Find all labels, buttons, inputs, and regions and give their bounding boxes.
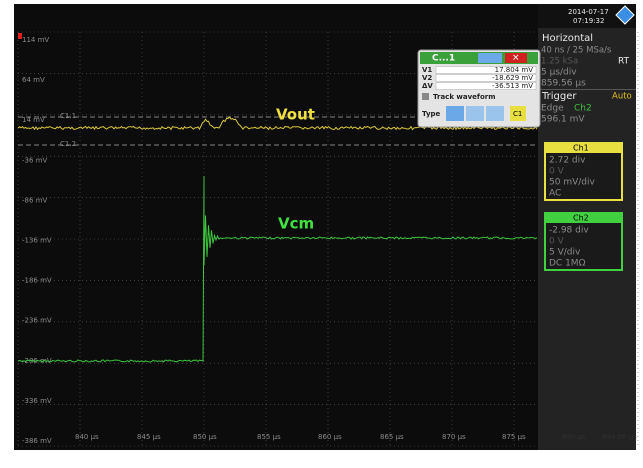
oscilloscope-screen: 2014-07-17 07:19:32 114 mV 64 mV 14 mV -36 …	[0, 0, 643, 468]
trigger-source: Ch2	[574, 104, 592, 114]
dialog-title: C...1	[432, 54, 455, 64]
resolution: 40 ns / 25 MSa/s	[541, 46, 612, 56]
source-label: C1	[513, 110, 522, 118]
y-axis-label: -186 mV	[22, 277, 52, 285]
ch-volts: 0 V	[549, 167, 565, 177]
row-label: ΔV	[422, 82, 433, 90]
x-axis-label: 850 µs	[193, 433, 217, 441]
y-axis-label: -86 mV	[22, 196, 47, 204]
x-axis-label: 875 µs	[502, 433, 526, 441]
type-button[interactable]	[486, 106, 504, 121]
ch-coupling: DC 1MΩ	[549, 259, 586, 269]
y-axis-label: 14 mV	[22, 116, 45, 124]
ch-offset: -2.98 div	[549, 226, 589, 236]
time: 07:19:32	[573, 17, 604, 25]
ch-scale: 50 mV/div	[549, 178, 595, 188]
x-axis-label: 865 µs	[380, 433, 404, 441]
ch-volts: 0 V	[549, 237, 565, 247]
ch-name: Ch2	[573, 214, 589, 223]
ch-scale: 5 V/div	[549, 248, 581, 258]
trigger-mode: Auto	[612, 92, 632, 102]
checkbox[interactable]	[422, 93, 429, 100]
y-axis-label: -236 mV	[22, 317, 52, 325]
scale: 5 µs/div	[541, 68, 577, 78]
type-button[interactable]	[466, 106, 484, 121]
y-axis-label: -136 mV	[22, 237, 52, 245]
date: 2014-07-17	[568, 8, 609, 16]
position: 859.56 µs	[541, 79, 586, 89]
minimize-button[interactable]	[478, 53, 502, 63]
y-axis-label: -336 mV	[22, 397, 52, 405]
x-axis-label: 870 µs	[442, 433, 466, 441]
trigger-level: 596.1 mV	[541, 115, 585, 125]
row-label: V2	[422, 74, 432, 82]
cursor-label: C1.2	[60, 140, 76, 148]
type-button[interactable]	[446, 106, 464, 121]
mode: RT	[618, 57, 630, 67]
dialog-rows: V1 17.804 mV V2 -18.629 mV ΔV -36.513 mV	[422, 66, 536, 90]
row-label: V1	[422, 66, 432, 74]
close-icon: ✕	[512, 54, 520, 64]
ch-name: Ch1	[573, 144, 589, 153]
row-value: 17.804 mV	[495, 66, 534, 74]
y-axis-label: 114 mV	[22, 36, 49, 44]
x-axis-label: 845 µs	[137, 433, 161, 441]
track-label: Track waveform	[433, 93, 496, 101]
cursor-label: C1.1	[60, 112, 76, 120]
type-label: Type	[422, 110, 441, 118]
trace-label: Vout	[276, 106, 315, 124]
y-axis-label: -36 mV	[22, 156, 47, 164]
y-axis-label: 64 mV	[22, 76, 45, 84]
x-axis-label: 840 µs	[75, 433, 99, 441]
row-value: -18.629 mV	[492, 74, 533, 82]
divider	[538, 89, 636, 90]
record: 1.25 kSa	[541, 57, 578, 67]
row-value: -36.513 mV	[492, 82, 533, 90]
y-axis-label: -386 mV	[22, 437, 52, 445]
page: {"header":{"date":"2014-07-17","time":"0…	[0, 0, 643, 468]
x-axis-label: 855 µs	[257, 433, 281, 441]
ch-marker	[18, 33, 22, 39]
ch-coupling: AC	[549, 189, 561, 199]
trace-label: Vcm	[278, 215, 314, 233]
panel-title: Horizontal	[542, 33, 593, 44]
x-axis-label: 860 µs	[318, 433, 342, 441]
panel-title: Trigger	[541, 91, 577, 102]
trigger-type: Edge	[541, 104, 564, 114]
ch-offset: 2.72 div	[549, 156, 586, 166]
